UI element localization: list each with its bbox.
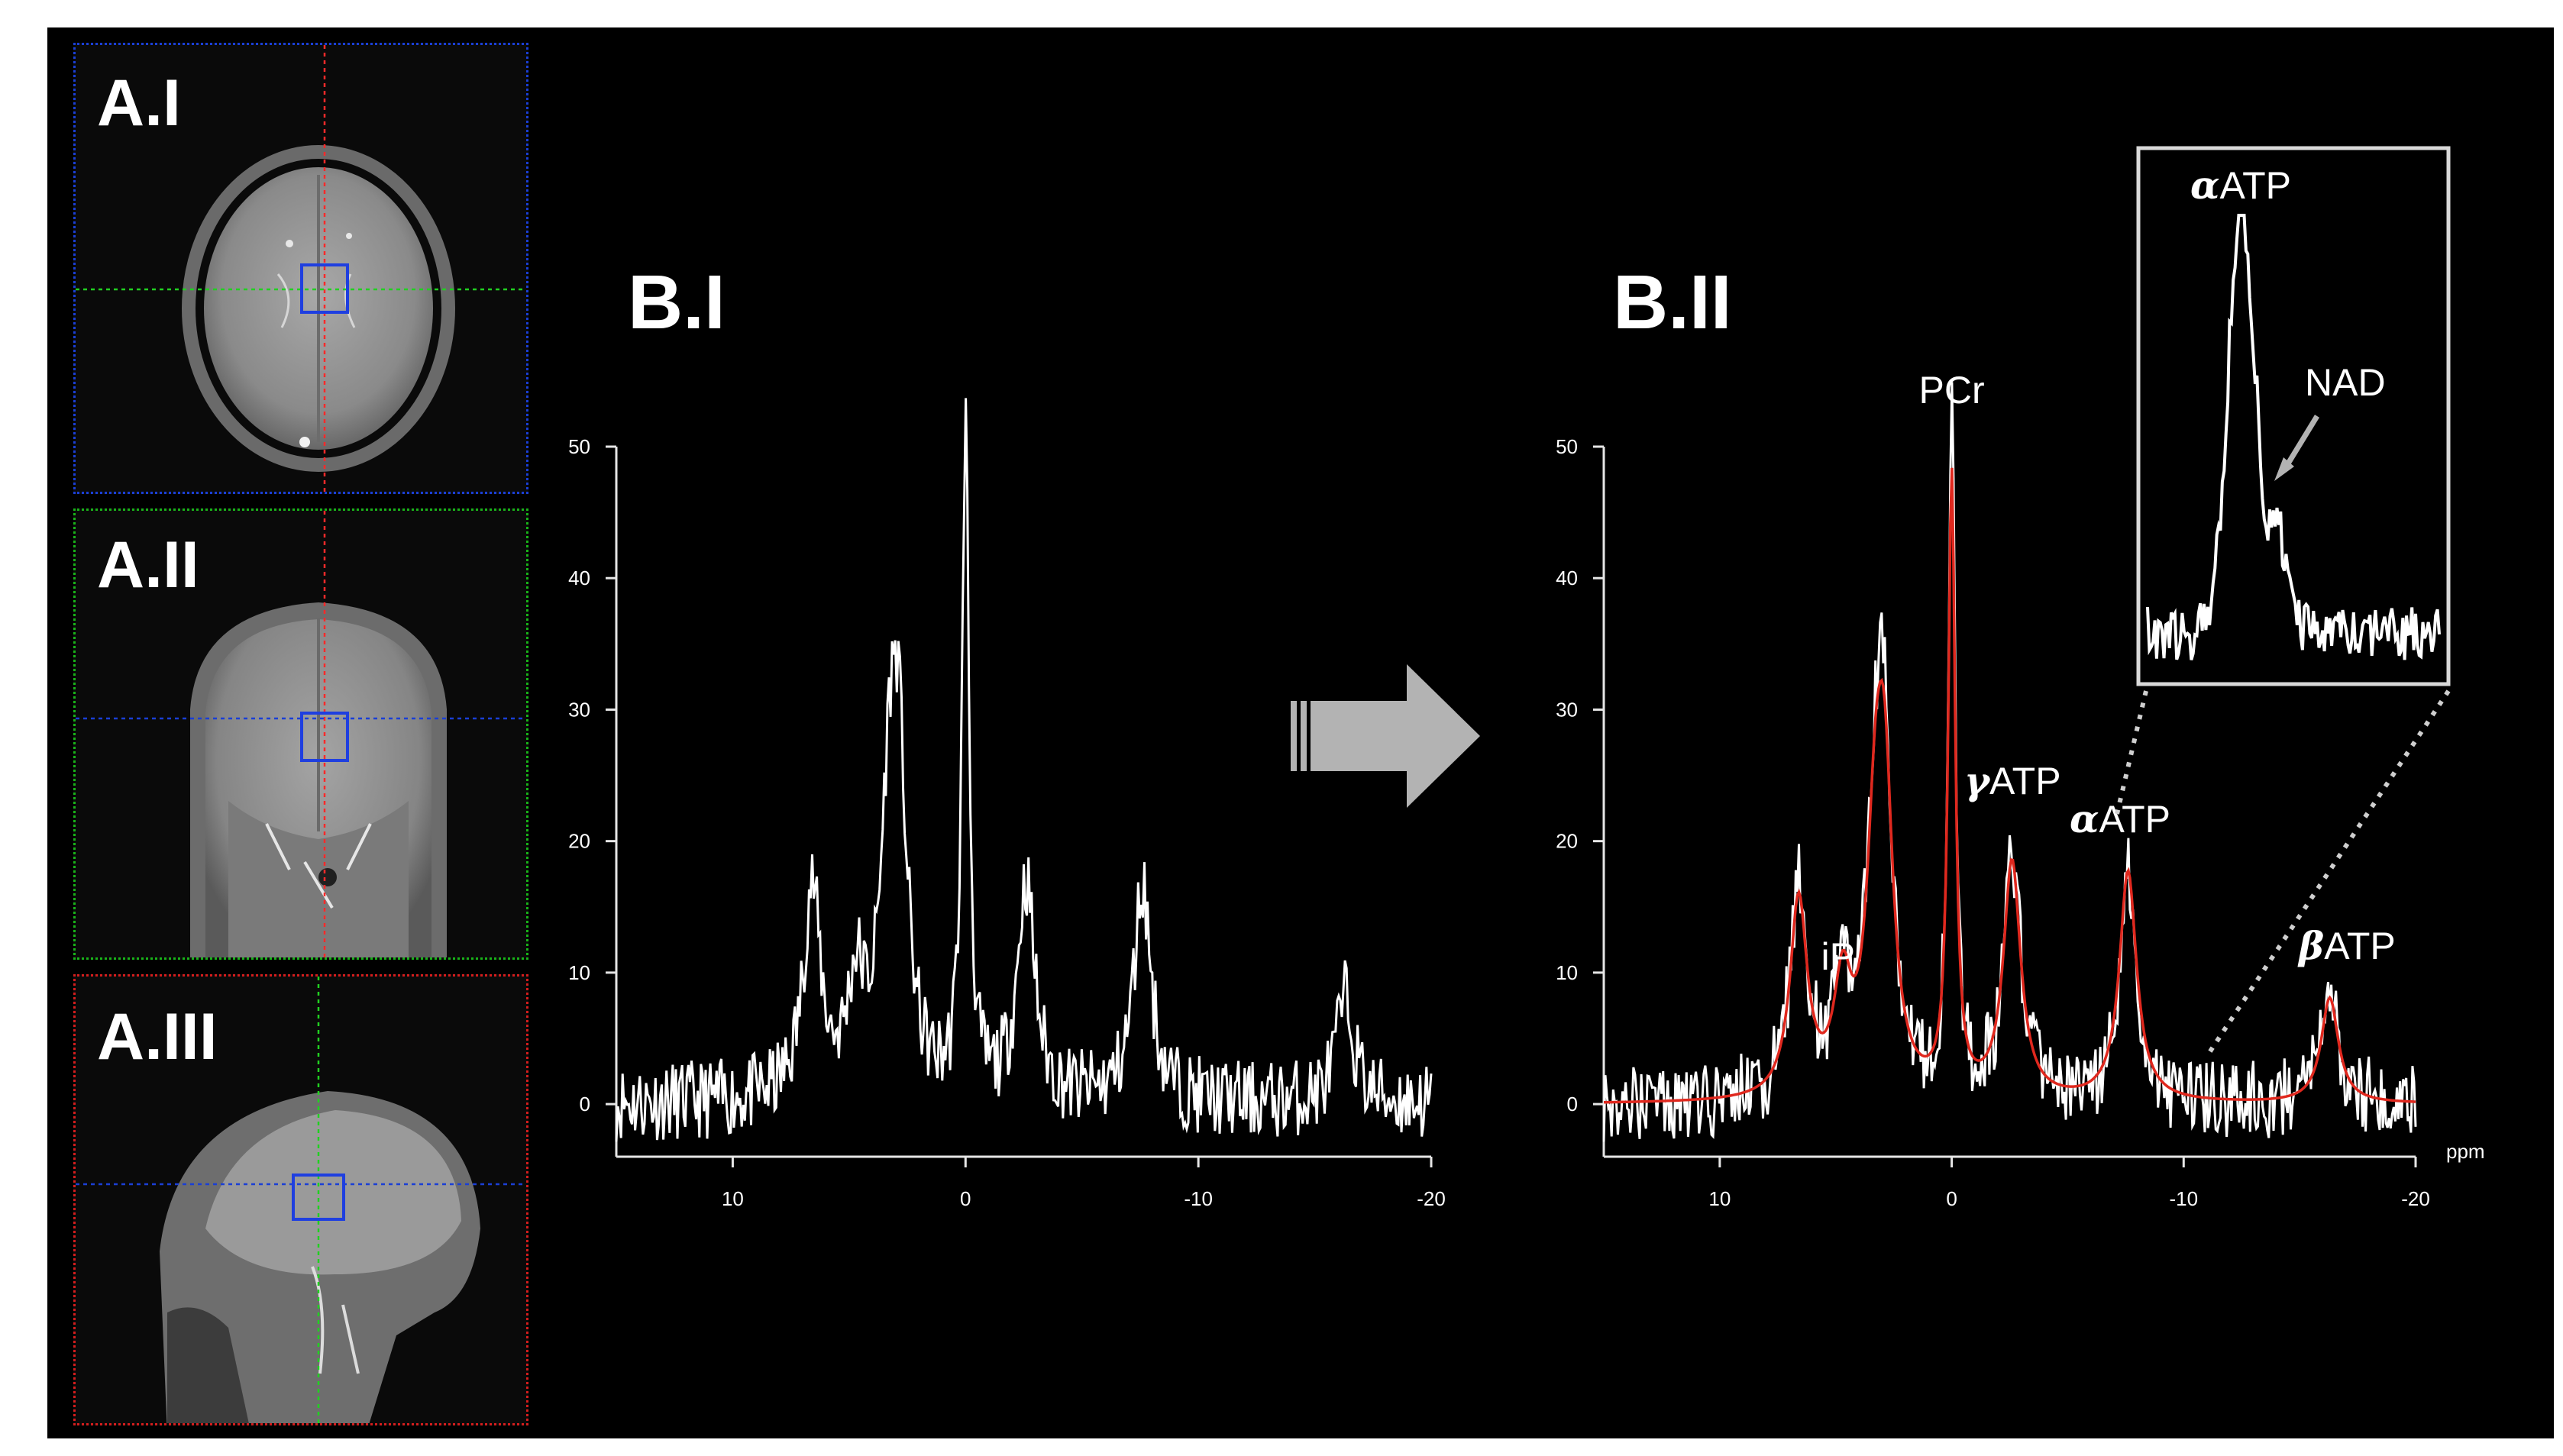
mri-coronal-panel: A.II [73,508,528,960]
spectrum-line [615,398,1433,1142]
peak-label: iP [1821,935,1855,978]
x-axis-label: ppm [2446,1140,2485,1163]
skull-outline [182,145,455,472]
y-tick-label: 0 [580,1093,590,1115]
peak-label: αATP [2070,796,2170,841]
spectrum-line [1602,382,2417,1142]
right-arrow-icon [1291,664,1480,808]
y-tick-label: 10 [1556,961,1578,984]
x-tick-label: 10 [722,1187,744,1210]
inset-alpha-label: αATP [2190,163,2291,208]
inset-spectrum [2146,214,2441,660]
y-tick-label: 20 [1556,830,1578,853]
y-tick-label: 30 [1556,698,1578,721]
voxel-marker [300,712,349,762]
nad-arrow-icon [2274,457,2294,481]
y-tick-label: 20 [568,830,590,853]
x-tick-label: 0 [1946,1187,1957,1210]
mri-axial-panel: A.I [73,43,528,494]
y-tick-label: 50 [1556,435,1578,458]
y-tick-label: 0 [1567,1093,1578,1115]
inset-nad-label: NAD [2305,361,2386,404]
spectrum-chart-b1: 0 10 20 30 40 50 10 0 -10 -20 [568,398,1446,1210]
x-tick-label: 0 [960,1187,971,1210]
x-tick-label: -20 [2401,1187,2430,1210]
peak-label: βATP [2297,923,2396,968]
y-tick-label: 30 [568,698,590,721]
panel-label-a2: A.II [97,528,199,602]
panel-label-a1: A.I [97,66,181,140]
x-tick-label: -20 [1417,1187,1446,1210]
y-tick-label: 50 [568,435,590,458]
panel-label-a3: A.III [97,1000,218,1073]
panel-label-b1: B.I [628,260,726,345]
mri-sagittal-panel: A.III [73,974,528,1425]
y-tick-label: 10 [568,961,590,984]
voxel-marker [292,1174,345,1221]
peak-label: γATP [1964,758,2061,803]
x-tick-label: -10 [1184,1187,1213,1210]
voxel-marker [300,263,349,314]
inset-zoom: αATP NAD [2115,146,2451,1055]
panel-label-b2: B.II [1613,260,1732,345]
y-tick-label: 40 [568,567,590,589]
y-tick-label: 40 [1556,567,1578,589]
peak-label: PCr [1919,369,1985,412]
x-tick-label: 10 [1708,1187,1731,1210]
x-tick-label: -10 [2169,1187,2198,1210]
spectrum-line [1604,467,2416,1104]
